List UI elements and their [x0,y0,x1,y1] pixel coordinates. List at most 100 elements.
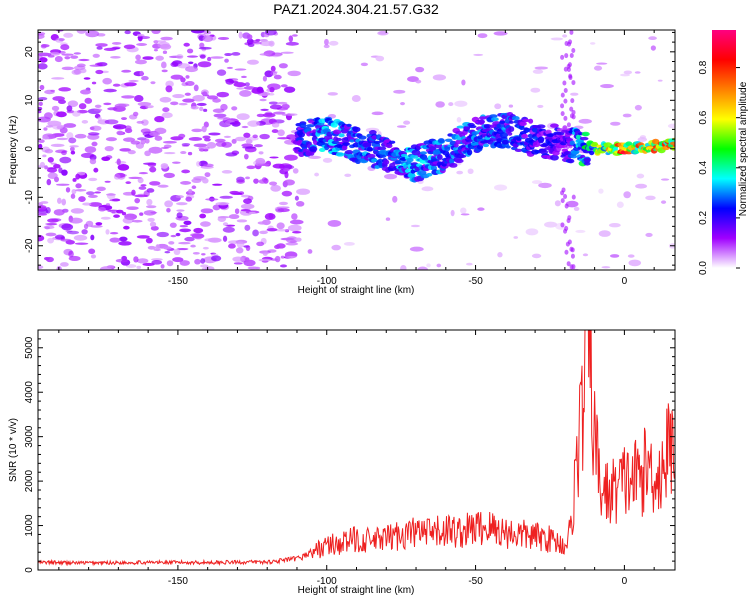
spectrogram-noise-cell [287,70,301,77]
x-tick-label: -50 [468,576,483,587]
spectrogram-noise-cell [188,137,203,141]
spectrogram-noise-cell [182,98,195,103]
spectrogram-noise-cell [116,130,124,136]
spectrogram-signal-cell [583,157,591,163]
spectrogram-signal-cell [309,146,318,152]
spectrogram-noise-cell [344,173,352,178]
spectrogram-noise-cell [95,222,103,226]
spectrogram-noise-cell [147,245,156,250]
spectrogram-noise-cell [105,193,116,196]
spectrogram-noise-cell [131,219,143,223]
spectrogram-noise-cell [163,151,176,155]
spectrogram-noise-cell [52,123,64,130]
spectrogram-noise-cell [43,225,55,230]
spectrogram-noise-cell [49,51,61,56]
spectrogram-noise-cell [277,101,288,105]
spectrogram-noise-cell [236,219,248,223]
spectrogram-noise-cell [231,150,240,155]
spectrogram-noise-cell [295,201,305,207]
spectrogram-noise-cell [246,59,259,65]
spectrogram-noise-cell [66,230,79,235]
spectrogram-noise-cell [278,63,288,69]
spectrogram-noise-cell [188,189,193,194]
spectrogram-noise-cell [70,150,76,155]
spectrogram-noise-cell [231,106,238,111]
spectrogram-signal-cell [318,147,326,152]
spectrogram-noise-cell [134,197,141,204]
spectrogram-noise-cell [46,167,58,173]
spectrogram-noise-cell [201,125,207,133]
spectrogram-noise-cell [45,232,57,237]
spectrogram-noise-cell [60,238,72,242]
spectrogram-noise-cell [144,138,150,144]
spectrogram-signal-cell [297,131,306,138]
spectrogram-noise-cell [241,125,249,129]
spectrogram-noise-cell [131,189,136,196]
spectrogram-signal-cell [531,127,539,133]
spectrogram-streak-cell [564,249,569,255]
spectrogram-noise-cell [125,264,137,268]
spectrogram-noise-cell [245,245,251,251]
spectrogram-noise-cell [52,96,65,101]
spectrogram-signal-cell [511,116,520,121]
spectrogram-noise-cell [149,221,157,227]
spectrogram-noise-cell [55,149,68,154]
spectrogram-noise-cell [295,237,302,242]
spectrogram-streak-cell [567,62,572,68]
spectrogram-noise-cell [84,97,93,104]
spectrogram-noise-cell [183,220,192,225]
spectrogram-noise-cell [65,187,71,193]
spectrogram-noise-cell [456,170,464,175]
spectrogram-noise-cell [216,91,229,98]
spectrogram-noise-cell [280,51,294,54]
spectrogram-noise-cell [44,112,53,120]
spectrogram-noise-cell [284,255,297,259]
spectrogram-noise-cell [139,70,144,77]
spectrogram-noise-cell [187,151,193,156]
spectrogram-noise-cell [55,234,65,240]
spectrogram-noise-cell [102,77,113,85]
spectrogram-noise-cell [450,209,455,217]
spectrogram-noise-cell [141,119,149,126]
spectrogram-noise-cell [645,232,653,238]
spectrogram-noise-cell [175,195,184,199]
spectrogram-noise-cell [164,251,171,254]
spectrogram-signal-cell [581,131,590,137]
spectrogram-noise-cell [273,111,286,115]
spectrogram-signal-cell [426,172,433,177]
spectrogram-noise-cell [208,132,221,136]
spectrogram-noise-cell [308,155,322,159]
spectrogram-noise-cell [277,208,290,213]
spectrogram-signal-cell [306,124,315,128]
spectrogram-noise-cell [477,33,488,39]
spectrogram-streak-cell [563,66,568,72]
spectrogram-signal-cell [349,139,355,143]
spectrogram-streak-cell [569,52,574,58]
spectrogram-noise-cell [194,258,201,265]
spectrogram-noise-cell [212,108,225,113]
spectrogram-noise-cell [307,249,313,254]
spectrogram-noise-cell [68,250,74,258]
spectrogram-noise-cell [104,180,111,183]
spectrogram-signal-cell [453,143,459,148]
spectrogram-streak-cell [560,92,565,98]
spectrogram-noise-cell [124,128,133,134]
spectrogram-signal-cell [367,153,376,159]
spectrogram-noise-cell [281,190,293,197]
spectrogram-noise-cell [74,242,89,245]
spectrogram-signal-cell [330,122,338,128]
spectrogram-noise-cell [168,241,175,245]
spectrogram-noise-cell [95,43,108,47]
spectrogram-streak-cell [566,66,571,72]
spectrogram-signal-cell [389,140,396,144]
spectrogram-noise-cell [260,108,269,111]
spectrogram-noise-cell [264,70,274,78]
spectrogram-noise-cell [150,81,156,85]
spectrogram-signal-cell [299,122,307,129]
spectrogram-noise-cell [224,58,229,63]
spectrogram-signal-cell [456,125,465,129]
spectrogram-noise-cell [70,208,84,214]
spectrogram-noise-cell [141,75,149,81]
spectrogram-noise-cell [160,36,173,41]
spectrogram-noise-cell [176,209,185,212]
